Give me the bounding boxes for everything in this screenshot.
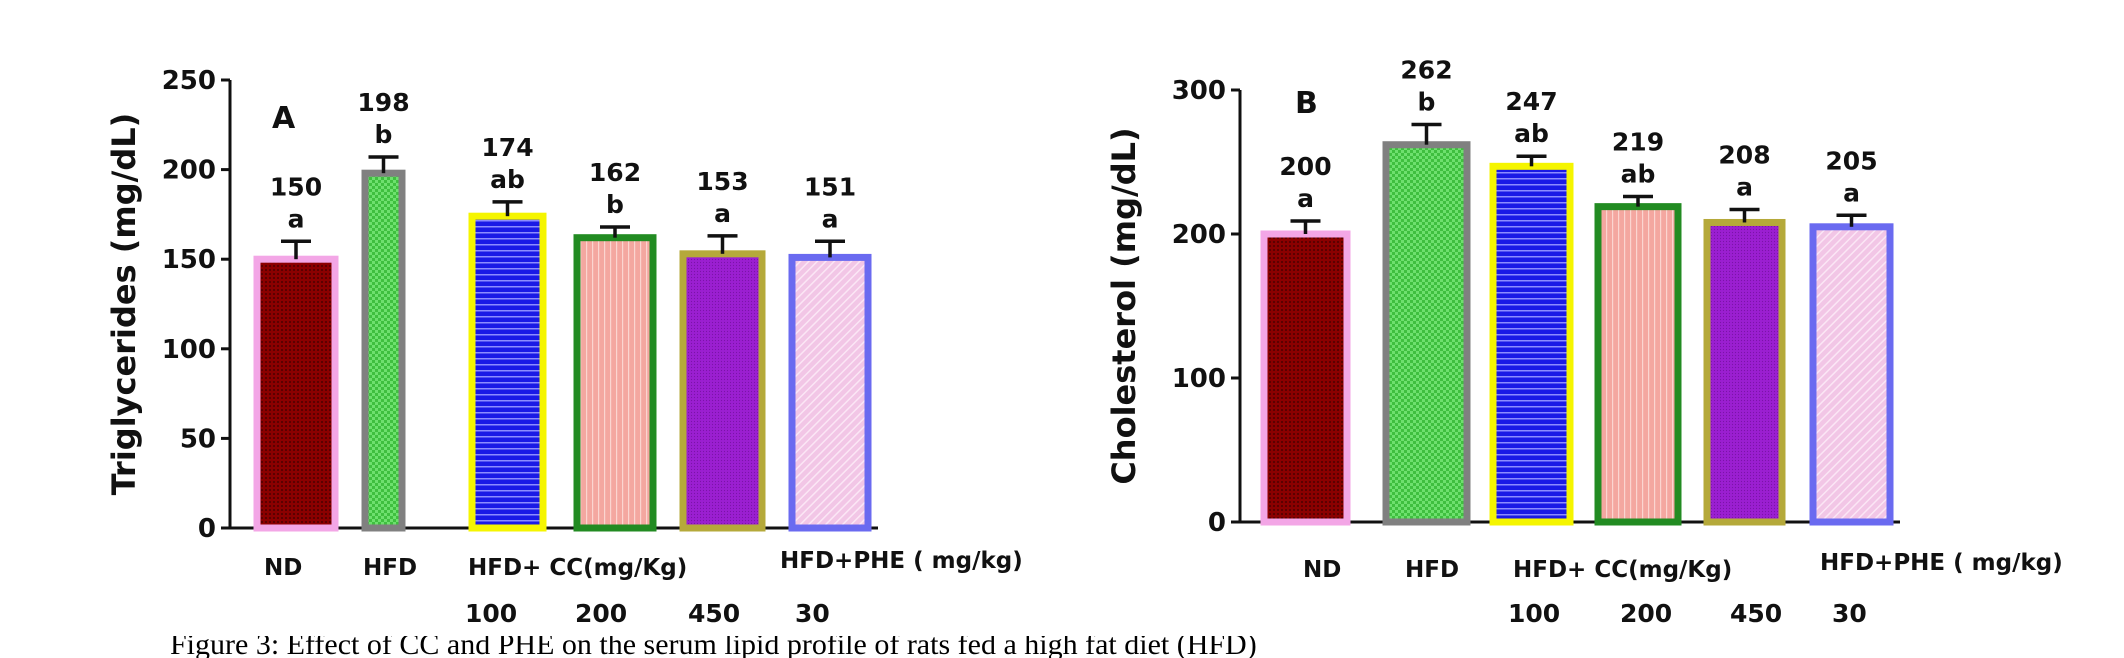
value-label: 162: [589, 158, 641, 187]
panel-triglycerides: 0 50 100 150 200 250 Triglycerides (mg/dL) Aa 15…: [105, 66, 1023, 628]
y-tick-label: 150: [162, 245, 216, 275]
y-tick-label: 200: [162, 156, 216, 186]
dose-label: 450: [1730, 599, 1782, 628]
y-tick-label: 0: [1208, 508, 1226, 538]
panel-label: B: [1295, 86, 1318, 121]
y-tick-label: 200: [1172, 220, 1226, 250]
y-axis-title: Cholesterol (mg/dL): [1105, 127, 1143, 484]
significance-letter: a: [714, 199, 731, 228]
panel-label: A: [272, 101, 296, 136]
y-tick-label: 50: [180, 424, 216, 454]
bar: [468, 212, 547, 532]
significance-letter: b: [1418, 88, 1436, 117]
bar: [361, 169, 406, 532]
value-label: 208: [1718, 141, 1770, 170]
value-label: 198: [357, 88, 409, 117]
bar: [1594, 203, 1682, 526]
bar: [788, 253, 872, 532]
dose-label: 450: [688, 599, 740, 628]
y-tick-label: 100: [162, 335, 216, 365]
significance-letter: a: [288, 204, 305, 233]
dose-label: 30: [1832, 599, 1867, 628]
x-category-label: HFD: [363, 555, 417, 581]
dose-label: 200: [1620, 599, 1672, 628]
figure-caption: Figure 3: Effect of CC and PHE on the se…: [0, 636, 2124, 658]
dose-label: 100: [1508, 599, 1560, 628]
y-tick-label: 100: [1172, 364, 1226, 394]
significance-letter: b: [606, 190, 624, 219]
significance-letter: a: [1736, 173, 1753, 202]
y-tick-label: 0: [198, 514, 216, 544]
bar: [253, 255, 339, 532]
x-category-label: ND: [1303, 557, 1341, 583]
bar: [1489, 162, 1574, 526]
significance-letter: ab: [1621, 160, 1656, 189]
significance-letter: ab: [490, 165, 525, 194]
significance-letter: b: [375, 120, 393, 149]
bar: [1260, 230, 1351, 526]
dose-label: 100: [465, 599, 517, 628]
dose-label: 200: [575, 599, 627, 628]
value-label: 150: [270, 172, 322, 201]
y-axis-title: Triglycerides (mg/dL): [105, 113, 143, 496]
significance-letter: a: [822, 204, 839, 233]
significance-letter: a: [1843, 178, 1860, 207]
chart-figure: 0 50 100 150 200 250 Triglycerides (mg/dL) Aa 15…: [105, 56, 2063, 628]
value-label: 262: [1400, 56, 1452, 85]
value-label: 151: [804, 172, 856, 201]
panel-cholesterol: 0 100 200 300 Cholesterol (mg/dL) Ba 200 b 262 ab…: [1105, 56, 2063, 628]
value-label: 153: [696, 167, 748, 196]
y-tick-label: 300: [1172, 76, 1226, 106]
value-label: 247: [1505, 87, 1557, 116]
x-category-label: ND: [264, 555, 302, 581]
dose-label: 30: [795, 599, 830, 628]
bar: [1809, 223, 1894, 526]
significance-letter: ab: [1514, 119, 1549, 148]
x-category-label: HFD+PHE ( mg/kg): [1820, 550, 2063, 576]
bar: [1382, 141, 1471, 526]
x-category-label: HFD+PHE ( mg/kg): [780, 548, 1023, 574]
value-label: 205: [1825, 146, 1877, 175]
bar: [1703, 218, 1786, 526]
x-category-label: HFD+ CC(mg/Kg): [468, 555, 687, 581]
bar: [573, 234, 657, 532]
x-category-label: HFD+ CC(mg/Kg): [1513, 557, 1732, 583]
value-label: 200: [1279, 152, 1331, 181]
y-tick-label: 250: [162, 66, 216, 96]
caption-text: Figure 3: Effect of CC and PHE on the se…: [170, 636, 1257, 658]
bar: [679, 250, 766, 532]
value-label: 219: [1612, 128, 1664, 157]
value-label: 174: [481, 133, 533, 162]
significance-letter: a: [1297, 184, 1314, 213]
x-category-label: HFD: [1405, 557, 1459, 583]
